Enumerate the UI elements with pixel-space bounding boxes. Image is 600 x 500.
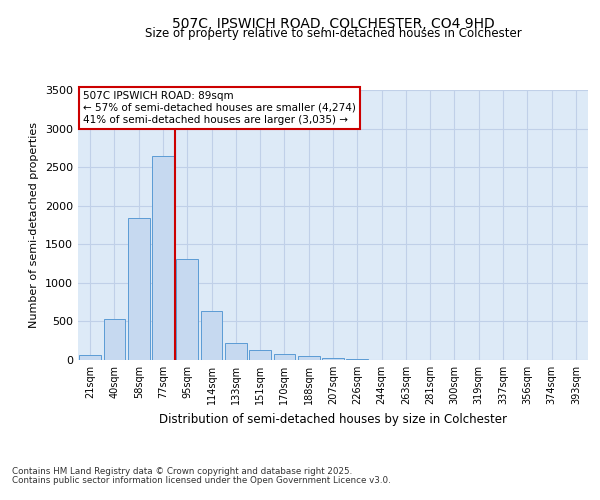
Text: Size of property relative to semi-detached houses in Colchester: Size of property relative to semi-detach…: [145, 28, 521, 40]
Bar: [176, 259, 198, 360]
Y-axis label: Number of semi-detached properties: Number of semi-detached properties: [29, 122, 40, 328]
Text: Contains HM Land Registry data © Crown copyright and database right 2025.: Contains HM Land Registry data © Crown c…: [12, 468, 352, 476]
Bar: [200, 310, 223, 360]
Bar: [346, 359, 368, 360]
Text: 507C IPSWICH ROAD: 89sqm
← 57% of semi-detached houses are smaller (4,274)
41% o: 507C IPSWICH ROAD: 89sqm ← 57% of semi-d…: [83, 92, 356, 124]
Text: Contains public sector information licensed under the Open Government Licence v3: Contains public sector information licen…: [12, 476, 391, 485]
Text: Distribution of semi-detached houses by size in Colchester: Distribution of semi-detached houses by …: [159, 412, 507, 426]
Bar: [128, 218, 149, 360]
Bar: [274, 354, 295, 360]
Bar: [152, 156, 174, 360]
Bar: [322, 358, 344, 360]
Text: 507C, IPSWICH ROAD, COLCHESTER, CO4 9HD: 507C, IPSWICH ROAD, COLCHESTER, CO4 9HD: [172, 18, 494, 32]
Bar: [249, 350, 271, 360]
Bar: [225, 343, 247, 360]
Bar: [298, 356, 320, 360]
Bar: [79, 354, 101, 360]
Bar: [104, 319, 125, 360]
